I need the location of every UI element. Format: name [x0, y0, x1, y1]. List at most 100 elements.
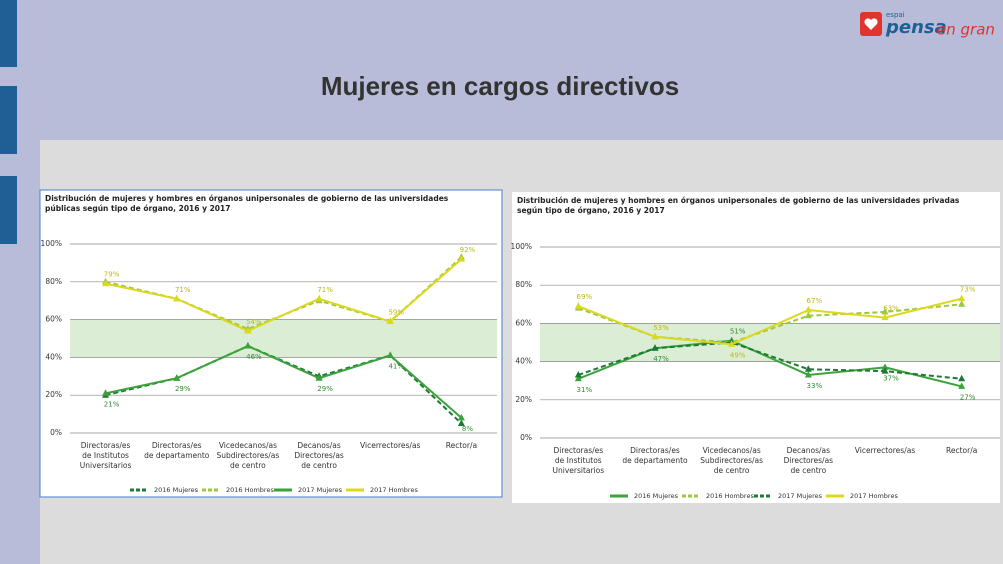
point-marker	[651, 332, 659, 340]
point-marker	[244, 326, 252, 334]
y-tick-label: 20%	[45, 390, 62, 399]
value-label: 69%	[577, 293, 593, 301]
legend-label: 2017 Mujeres	[298, 486, 343, 494]
y-tick-label: 100%	[41, 239, 62, 248]
value-label: 53%	[653, 324, 669, 332]
x-tick-label: Vicerrectores/as	[854, 446, 916, 455]
point-marker	[958, 374, 966, 382]
x-tick-label: Vicerrectores/as	[360, 441, 421, 450]
legend-label: 2017 Hombres	[850, 492, 898, 500]
series-line	[578, 341, 962, 380]
value-label: 92%	[460, 246, 476, 254]
point-marker	[173, 294, 181, 302]
side-tab	[0, 0, 17, 67]
value-label: 29%	[175, 385, 191, 393]
value-label: 33%	[807, 382, 823, 390]
value-label: 71%	[175, 286, 191, 294]
chart-title: Distribución de mujeres y hombres en órg…	[517, 196, 960, 215]
x-tick-label: Vicedecanos/as Subdirectores/as de centr…	[700, 446, 764, 475]
side-tab	[0, 176, 17, 244]
value-label: 46%	[246, 353, 262, 361]
value-label: 27%	[960, 393, 976, 401]
point-marker	[574, 374, 582, 382]
point-marker	[173, 374, 181, 381]
series-line	[577, 297, 962, 346]
series-line	[105, 344, 463, 419]
legend-label: 2017 Mujeres	[778, 492, 823, 500]
x-tick-label: Directoras/es de Institutos Universitari…	[552, 446, 605, 475]
point-marker	[386, 351, 394, 359]
slide-title: Mujeres en cargos directivos	[321, 71, 679, 101]
point-marker	[958, 382, 966, 389]
value-label: 31%	[577, 386, 593, 394]
y-tick-label: 60%	[45, 315, 62, 324]
y-tick-label: 0%	[50, 428, 62, 437]
x-tick-label: Decanos/as Directores/as de centro	[783, 446, 834, 475]
logo-main: pensa	[885, 17, 947, 38]
point-marker	[881, 313, 889, 321]
point-marker	[804, 365, 812, 372]
point-marker	[881, 307, 889, 315]
point-marker	[457, 255, 465, 262]
value-label: 49%	[730, 351, 746, 359]
point-marker	[804, 370, 812, 378]
point-marker	[958, 300, 966, 307]
y-tick-label: 0%	[520, 433, 532, 442]
y-tick-label: 40%	[515, 357, 532, 366]
point-marker	[881, 367, 889, 374]
chart-title: Distribución de mujeres y hombres en órg…	[45, 194, 449, 213]
y-tick-label: 80%	[515, 280, 532, 289]
value-label: 54%	[246, 318, 262, 326]
logo-heart	[864, 18, 878, 30]
point-marker	[244, 342, 252, 349]
x-tick-label: Rector/a	[445, 441, 478, 450]
series-line	[105, 258, 463, 333]
x-tick-label: Decanos/as Directores/as de centro	[294, 441, 344, 470]
value-label: 71%	[317, 286, 333, 294]
y-tick-label: 20%	[515, 395, 532, 404]
point-marker	[574, 370, 582, 378]
x-tick-label: Directoras/es de departamento	[622, 446, 688, 465]
highlight-band	[70, 319, 497, 358]
point-marker	[386, 317, 394, 324]
value-label: 47%	[653, 355, 669, 363]
x-tick-label: Directoras/es de Institutos Universitari…	[79, 441, 132, 470]
point-marker	[804, 311, 812, 319]
y-tick-label: 100%	[511, 242, 532, 251]
legend-label: 2016 Mujeres	[154, 486, 199, 494]
y-tick-label: 40%	[45, 352, 62, 361]
point-marker	[315, 294, 323, 302]
logo-tail: en gran	[937, 21, 995, 39]
value-label: 21%	[104, 400, 120, 408]
point-marker	[804, 306, 812, 313]
logo-small: espai	[886, 11, 905, 19]
value-label: 59%	[388, 308, 404, 316]
highlight-band	[540, 323, 1000, 362]
legend-label: 2017 Hombres	[370, 486, 418, 494]
side-tab	[0, 86, 17, 154]
point-marker	[651, 344, 659, 351]
value-label: 37%	[883, 374, 899, 382]
legend-label: 2016 Hombres	[706, 492, 754, 500]
point-marker	[457, 413, 465, 421]
point-marker	[457, 419, 465, 427]
point-marker	[728, 340, 736, 347]
point-marker	[102, 279, 110, 287]
point-marker	[574, 302, 582, 309]
x-tick-label: Vicedecanos/as Subdirectores/as de centr…	[216, 441, 280, 470]
x-tick-label: Directoras/es de departamento	[144, 441, 210, 460]
legend-label: 2016 Mujeres	[634, 492, 679, 500]
value-label: 29%	[317, 385, 333, 393]
value-label: 67%	[807, 297, 823, 305]
y-tick-label: 80%	[45, 277, 62, 286]
y-tick-label: 60%	[515, 318, 532, 327]
legend-label: 2016 Hombres	[226, 486, 274, 494]
point-marker	[881, 363, 889, 370]
value-label: 79%	[104, 271, 120, 279]
value-label: 73%	[960, 286, 976, 294]
point-marker	[958, 294, 966, 302]
value-label: 63%	[883, 305, 899, 313]
point-marker	[315, 374, 323, 381]
